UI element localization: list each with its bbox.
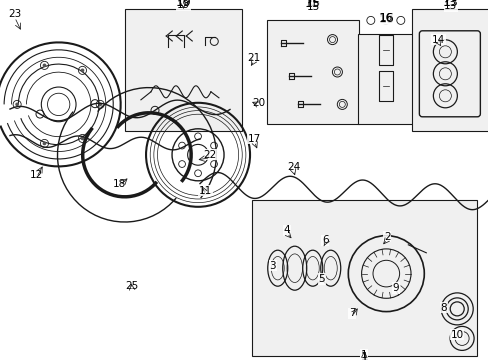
Text: 15: 15 [305, 2, 319, 12]
Text: 10: 10 [450, 330, 463, 340]
Text: 20: 20 [252, 98, 265, 108]
Text: 18: 18 [113, 179, 126, 189]
Text: 5: 5 [318, 274, 325, 284]
Bar [266, 20, 359, 124]
Text: 15: 15 [305, 0, 320, 8]
Text: 16: 16 [379, 13, 392, 23]
Text: 9: 9 [392, 283, 399, 293]
Bar [358, 34, 412, 124]
Text: 14: 14 [431, 35, 445, 45]
Circle shape [15, 103, 19, 106]
Bar [251, 200, 476, 356]
Text: 15: 15 [305, 0, 320, 10]
Circle shape [81, 136, 84, 140]
Bar [378, 35, 392, 66]
Text: 1: 1 [360, 351, 367, 360]
Text: 17: 17 [247, 134, 261, 144]
Bar [124, 9, 242, 131]
Text: 21: 21 [247, 53, 261, 63]
Text: 24: 24 [286, 162, 300, 172]
Text: 13: 13 [442, 0, 458, 9]
Text: 2: 2 [383, 232, 390, 242]
Text: 19: 19 [176, 0, 190, 10]
Text: 16: 16 [378, 12, 393, 25]
Text: 19: 19 [175, 0, 191, 9]
Text: 1: 1 [360, 350, 367, 360]
Bar [411, 9, 488, 131]
Text: 23: 23 [8, 9, 21, 19]
Text: 1: 1 [360, 352, 367, 360]
Bar [378, 71, 392, 102]
Text: 11: 11 [198, 186, 212, 196]
Text: 3: 3 [269, 261, 276, 271]
Circle shape [81, 68, 84, 72]
Text: 22: 22 [203, 150, 217, 160]
Text: 8: 8 [440, 303, 447, 313]
Text: 6: 6 [321, 235, 328, 246]
Text: 19: 19 [175, 0, 191, 8]
Circle shape [98, 103, 102, 106]
Text: 7: 7 [348, 308, 355, 318]
Circle shape [42, 141, 46, 145]
Circle shape [42, 63, 46, 67]
Text: 4: 4 [283, 225, 290, 235]
Text: 12: 12 [30, 170, 43, 180]
Text: 25: 25 [125, 281, 139, 291]
Text: 16: 16 [378, 15, 393, 25]
Text: 13: 13 [443, 1, 457, 12]
Text: 13: 13 [442, 0, 458, 8]
